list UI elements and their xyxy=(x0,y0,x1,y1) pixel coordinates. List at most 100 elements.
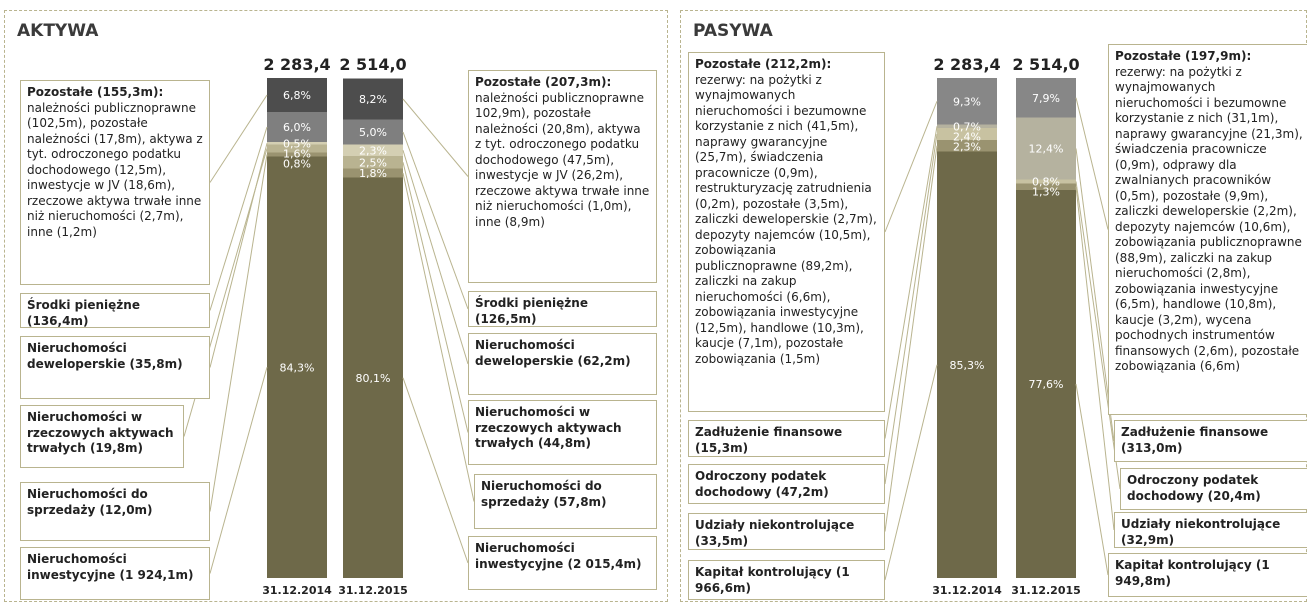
callout-title: Nieruchomości w rzeczowych aktywach trwa… xyxy=(475,405,622,450)
segment-label: 0,8% xyxy=(283,157,311,170)
callout-box: Odroczony podatek dochodowy (47,2m) xyxy=(688,464,885,504)
bar-segment xyxy=(267,78,327,112)
category-label: 31.12.2015 xyxy=(338,584,408,597)
callout-title: Nieruchomości inwestycyjne (1 924,1m) xyxy=(27,552,194,582)
callout-box: Nieruchomości inwestycyjne (1 924,1m) xyxy=(20,547,210,600)
callout-box: Środki pieniężne (126,5m) xyxy=(468,291,657,327)
connector xyxy=(402,150,469,365)
callout-title: Odroczony podatek dochodowy (20,4m) xyxy=(1127,473,1261,503)
bar-segment xyxy=(937,128,997,140)
bar-segment xyxy=(343,177,403,578)
total-label: 2 514,0 xyxy=(339,55,406,74)
bar-segment xyxy=(267,156,327,578)
connector xyxy=(1075,383,1109,576)
segment-label: 1,3% xyxy=(1032,186,1060,199)
bar-segment xyxy=(267,144,327,153)
bar-segment xyxy=(1016,183,1076,190)
callout-box: Pozostałe (212,2m): rezerwy: na pożytki z… xyxy=(688,52,885,412)
callout-box: Nieruchomości w rzeczowych aktywach trwa… xyxy=(468,400,657,465)
bar-segment xyxy=(937,140,997,152)
segment-label: 77,6% xyxy=(1029,378,1064,391)
connector xyxy=(1075,181,1121,490)
callout-title: Nieruchomości deweloperskie (62,2m) xyxy=(475,338,631,368)
callout-box: Pozostałe (155,3m): należności publicznop… xyxy=(20,80,210,285)
segment-label: 7,9% xyxy=(1032,92,1060,105)
callout-title: Środki pieniężne (126,5m) xyxy=(475,296,588,326)
callout-box: Nieruchomości deweloperskie (62,2m) xyxy=(468,333,657,395)
segment-label: 0,7% xyxy=(953,120,981,133)
callout-box: Nieruchomości do sprzedaży (12,0m) xyxy=(20,482,210,541)
bar-segment xyxy=(343,156,403,169)
bar-segment xyxy=(937,124,997,128)
total-label: 2 283,4 xyxy=(933,55,1000,74)
connector xyxy=(1075,97,1109,230)
bar-segment xyxy=(343,119,403,145)
bar-segment xyxy=(1016,179,1076,184)
connector xyxy=(884,133,938,485)
bar-segment xyxy=(937,78,997,125)
segment-label: 0,5% xyxy=(283,137,311,150)
segment-label: 5,0% xyxy=(359,126,387,139)
connector xyxy=(209,367,268,574)
callout-box: Środki pieniężne (136,4m) xyxy=(20,293,210,328)
segment-label: 80,1% xyxy=(356,372,391,385)
callout-text: rezerwy: na pożytki z wynajmowanych nier… xyxy=(695,72,877,366)
callout-box: Zadłużenie finansowe (313,0m) xyxy=(1114,420,1307,462)
callout-box: Nieruchomości do sprzedaży (57,8m) xyxy=(474,474,657,529)
category-label: 31.12.2014 xyxy=(262,584,332,597)
callout-title: Środki pieniężne (136,4m) xyxy=(27,298,140,328)
segment-label: 12,4% xyxy=(1029,143,1064,156)
bar-segment xyxy=(267,142,327,145)
callout-title: Nieruchomości deweloperskie (35,8m) xyxy=(27,341,183,371)
bar-segment xyxy=(1016,117,1076,180)
connector xyxy=(402,162,469,433)
callout-title: Nieruchomości do sprzedaży (12,0m) xyxy=(27,487,153,517)
connector xyxy=(209,126,268,311)
segment-label: 2,4% xyxy=(953,130,981,143)
callout-box: Nieruchomości deweloperskie (35,8m) xyxy=(20,336,210,399)
callout-title: Zadłużenie finansowe (313,0m) xyxy=(1121,425,1269,455)
bar-segment xyxy=(343,78,403,120)
panel-title: PASYWA xyxy=(693,21,773,41)
segment-label: 6,8% xyxy=(283,89,311,102)
segment-label: 2,5% xyxy=(359,156,387,169)
segment-label: 9,3% xyxy=(953,95,981,108)
callout-title: Pozostałe (212,2m): xyxy=(695,57,832,71)
callout-title: Zadłużenie finansowe (15,3m) xyxy=(695,425,843,455)
bar-segment xyxy=(267,152,327,157)
connector xyxy=(884,364,938,581)
segment-label: 85,3% xyxy=(950,359,985,372)
callout-box: Odroczony podatek dochodowy (20,4m) xyxy=(1120,468,1307,510)
callout-text: należności publicznoprawne (102,5m), poz… xyxy=(27,100,203,239)
segment-label: 2,3% xyxy=(953,140,981,153)
total-label: 2 283,4 xyxy=(263,55,330,74)
segment-label: 84,3% xyxy=(280,361,315,374)
connector xyxy=(402,131,469,310)
bar-segment xyxy=(1016,78,1076,118)
callout-box: Kapitał kontrolujący (1 949,8m) xyxy=(1108,553,1307,597)
panel: AKTYWA xyxy=(4,10,668,602)
segment-label: 1,6% xyxy=(283,147,311,160)
callout-title: Kapitał kontrolujący (1 949,8m) xyxy=(1115,558,1270,588)
connector xyxy=(884,101,938,233)
total-label: 2 514,0 xyxy=(1012,55,1079,74)
connector xyxy=(402,172,475,502)
category-label: 31.12.2014 xyxy=(932,584,1002,597)
callout-box: Pozostałe (207,3m): należności publicznop… xyxy=(468,70,657,283)
segment-label: 0,8% xyxy=(1032,176,1060,189)
connector xyxy=(209,154,268,512)
connector xyxy=(1075,186,1115,531)
segment-label: 6,0% xyxy=(283,121,311,134)
callout-text: rezerwy: na pożytki z wynajmowanych nier… xyxy=(1115,64,1303,374)
connector xyxy=(402,98,469,177)
segment-label: 2,3% xyxy=(359,144,387,157)
callout-title: Udziały niekontrolujące (32,9m) xyxy=(1121,517,1281,547)
callout-title: Kapitał kontrolujący (1 966,6m) xyxy=(695,565,850,595)
segment-label: 8,2% xyxy=(359,93,387,106)
bar-segment xyxy=(267,112,327,142)
callout-box: Kapitał kontrolujący (1 966,6m) xyxy=(688,560,885,600)
callout-box: Nieruchomości w rzeczowych aktywach trwa… xyxy=(20,405,184,468)
callout-box: Zadłużenie finansowe (15,3m) xyxy=(688,420,885,457)
connector xyxy=(402,377,469,564)
